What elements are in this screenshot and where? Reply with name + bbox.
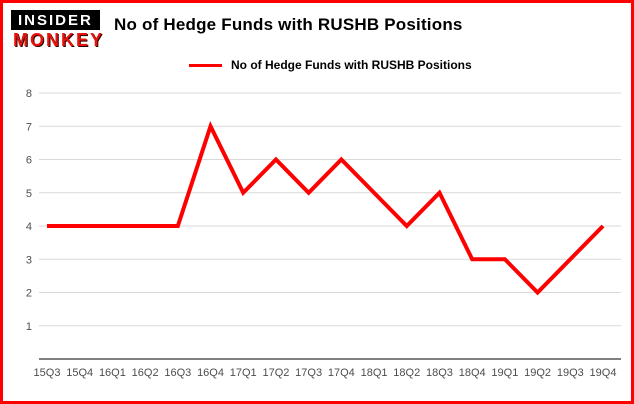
x-tick-label: 15Q3 xyxy=(34,367,61,379)
page-title: No of Hedge Funds with RUSHB Positions xyxy=(114,15,463,34)
chart-area: 1 2 3 4 5 6 7 8 15Q3 15Q4 16Q1 16Q2 16Q3 16Q4 17Q1 17Q2… xyxy=(3,87,631,401)
legend-label: No of Hedge Funds with RUSHB Positions xyxy=(231,58,472,72)
x-tick-label: 16Q2 xyxy=(132,367,159,379)
x-tick-label: 18Q4 xyxy=(459,367,486,379)
logo-insider-text: INSIDER xyxy=(11,10,100,30)
x-tick-label: 17Q3 xyxy=(295,367,322,379)
logo-monkey-text: MONKEY xyxy=(13,30,105,50)
x-tick-label: 17Q4 xyxy=(328,367,355,379)
header: INSIDER MONKEY No of Hedge Funds with RU… xyxy=(3,3,631,49)
y-tick-label: 2 xyxy=(26,288,32,300)
y-tick-label: 1 xyxy=(26,321,32,333)
x-tick-label: 18Q2 xyxy=(393,367,420,379)
x-tick-label: 19Q4 xyxy=(590,367,617,379)
y-tick-label: 3 xyxy=(26,254,32,266)
x-tick-label: 17Q2 xyxy=(262,367,289,379)
insider-monkey-logo: INSIDER MONKEY xyxy=(11,10,104,49)
series-line xyxy=(47,120,605,296)
line-chart: 1 2 3 4 5 6 7 8 15Q3 15Q4 16Q1 16Q2 16Q3 16Q4 17Q1 17Q2… xyxy=(26,88,621,379)
x-tick-label: 16Q1 xyxy=(99,367,126,379)
legend-line-marker-icon xyxy=(189,63,222,67)
y-tick-label: 6 xyxy=(26,155,32,167)
y-tick-label: 7 xyxy=(26,121,32,133)
chart-legend: No of Hedge Funds with RUSHB Positions xyxy=(189,58,631,72)
x-tick-label: 16Q4 xyxy=(197,367,224,379)
x-tick-label: 17Q1 xyxy=(230,367,257,379)
y-tick-label: 8 xyxy=(26,88,32,100)
x-tick-label: 18Q3 xyxy=(426,367,453,379)
x-tick-label: 19Q1 xyxy=(491,367,518,379)
y-tick-label: 4 xyxy=(26,221,32,233)
x-tick-label: 15Q4 xyxy=(66,367,93,379)
y-tick-label: 5 xyxy=(26,188,32,200)
x-tick-label: 19Q2 xyxy=(524,367,551,379)
x-tick-label: 19Q3 xyxy=(557,367,584,379)
x-tick-label: 18Q1 xyxy=(361,367,388,379)
x-tick-label: 16Q3 xyxy=(164,367,191,379)
